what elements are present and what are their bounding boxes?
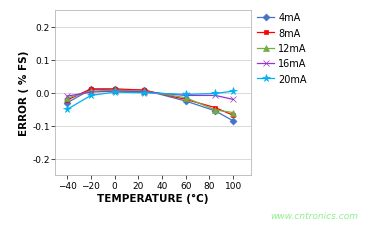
20mA [183, 94, 188, 96]
Y-axis label: ERROR ( % FS): ERROR ( % FS) [20, 51, 30, 136]
Legend: 4mA, 8mA, 12mA, 16mA, 20mA: 4mA, 8mA, 12mA, 16mA, 20mA [255, 11, 308, 86]
8mA [183, 99, 188, 101]
20mA [213, 93, 218, 95]
4mA [142, 89, 146, 92]
4mA [89, 89, 93, 91]
Line: 8mA: 8mA [65, 87, 235, 118]
Line: 20mA: 20mA [63, 88, 237, 114]
12mA [142, 90, 146, 93]
4mA [231, 120, 235, 123]
20mA [89, 95, 93, 97]
X-axis label: TEMPERATURE (°C): TEMPERATURE (°C) [97, 193, 209, 203]
16mA [65, 95, 69, 98]
8mA [213, 107, 218, 110]
12mA [231, 112, 235, 115]
8mA [231, 114, 235, 117]
16mA [183, 95, 188, 97]
20mA [113, 91, 117, 94]
20mA [65, 108, 69, 111]
8mA [65, 99, 69, 102]
16mA [213, 95, 218, 97]
4mA [65, 102, 69, 105]
4mA [183, 100, 188, 103]
Line: 12mA: 12mA [65, 88, 236, 116]
Line: 16mA: 16mA [64, 89, 236, 103]
12mA [183, 97, 188, 100]
4mA [113, 89, 117, 91]
8mA [89, 88, 93, 91]
16mA [89, 91, 93, 94]
16mA [231, 99, 235, 101]
8mA [113, 88, 117, 91]
12mA [89, 90, 93, 93]
4mA [213, 110, 218, 113]
12mA [113, 89, 117, 92]
8mA [142, 89, 146, 92]
12mA [213, 109, 218, 112]
Text: www.cntronics.com: www.cntronics.com [270, 212, 358, 220]
16mA [142, 91, 146, 94]
Line: 4mA: 4mA [65, 88, 235, 124]
16mA [113, 90, 117, 93]
20mA [231, 90, 235, 93]
20mA [142, 92, 146, 95]
12mA [65, 97, 69, 100]
